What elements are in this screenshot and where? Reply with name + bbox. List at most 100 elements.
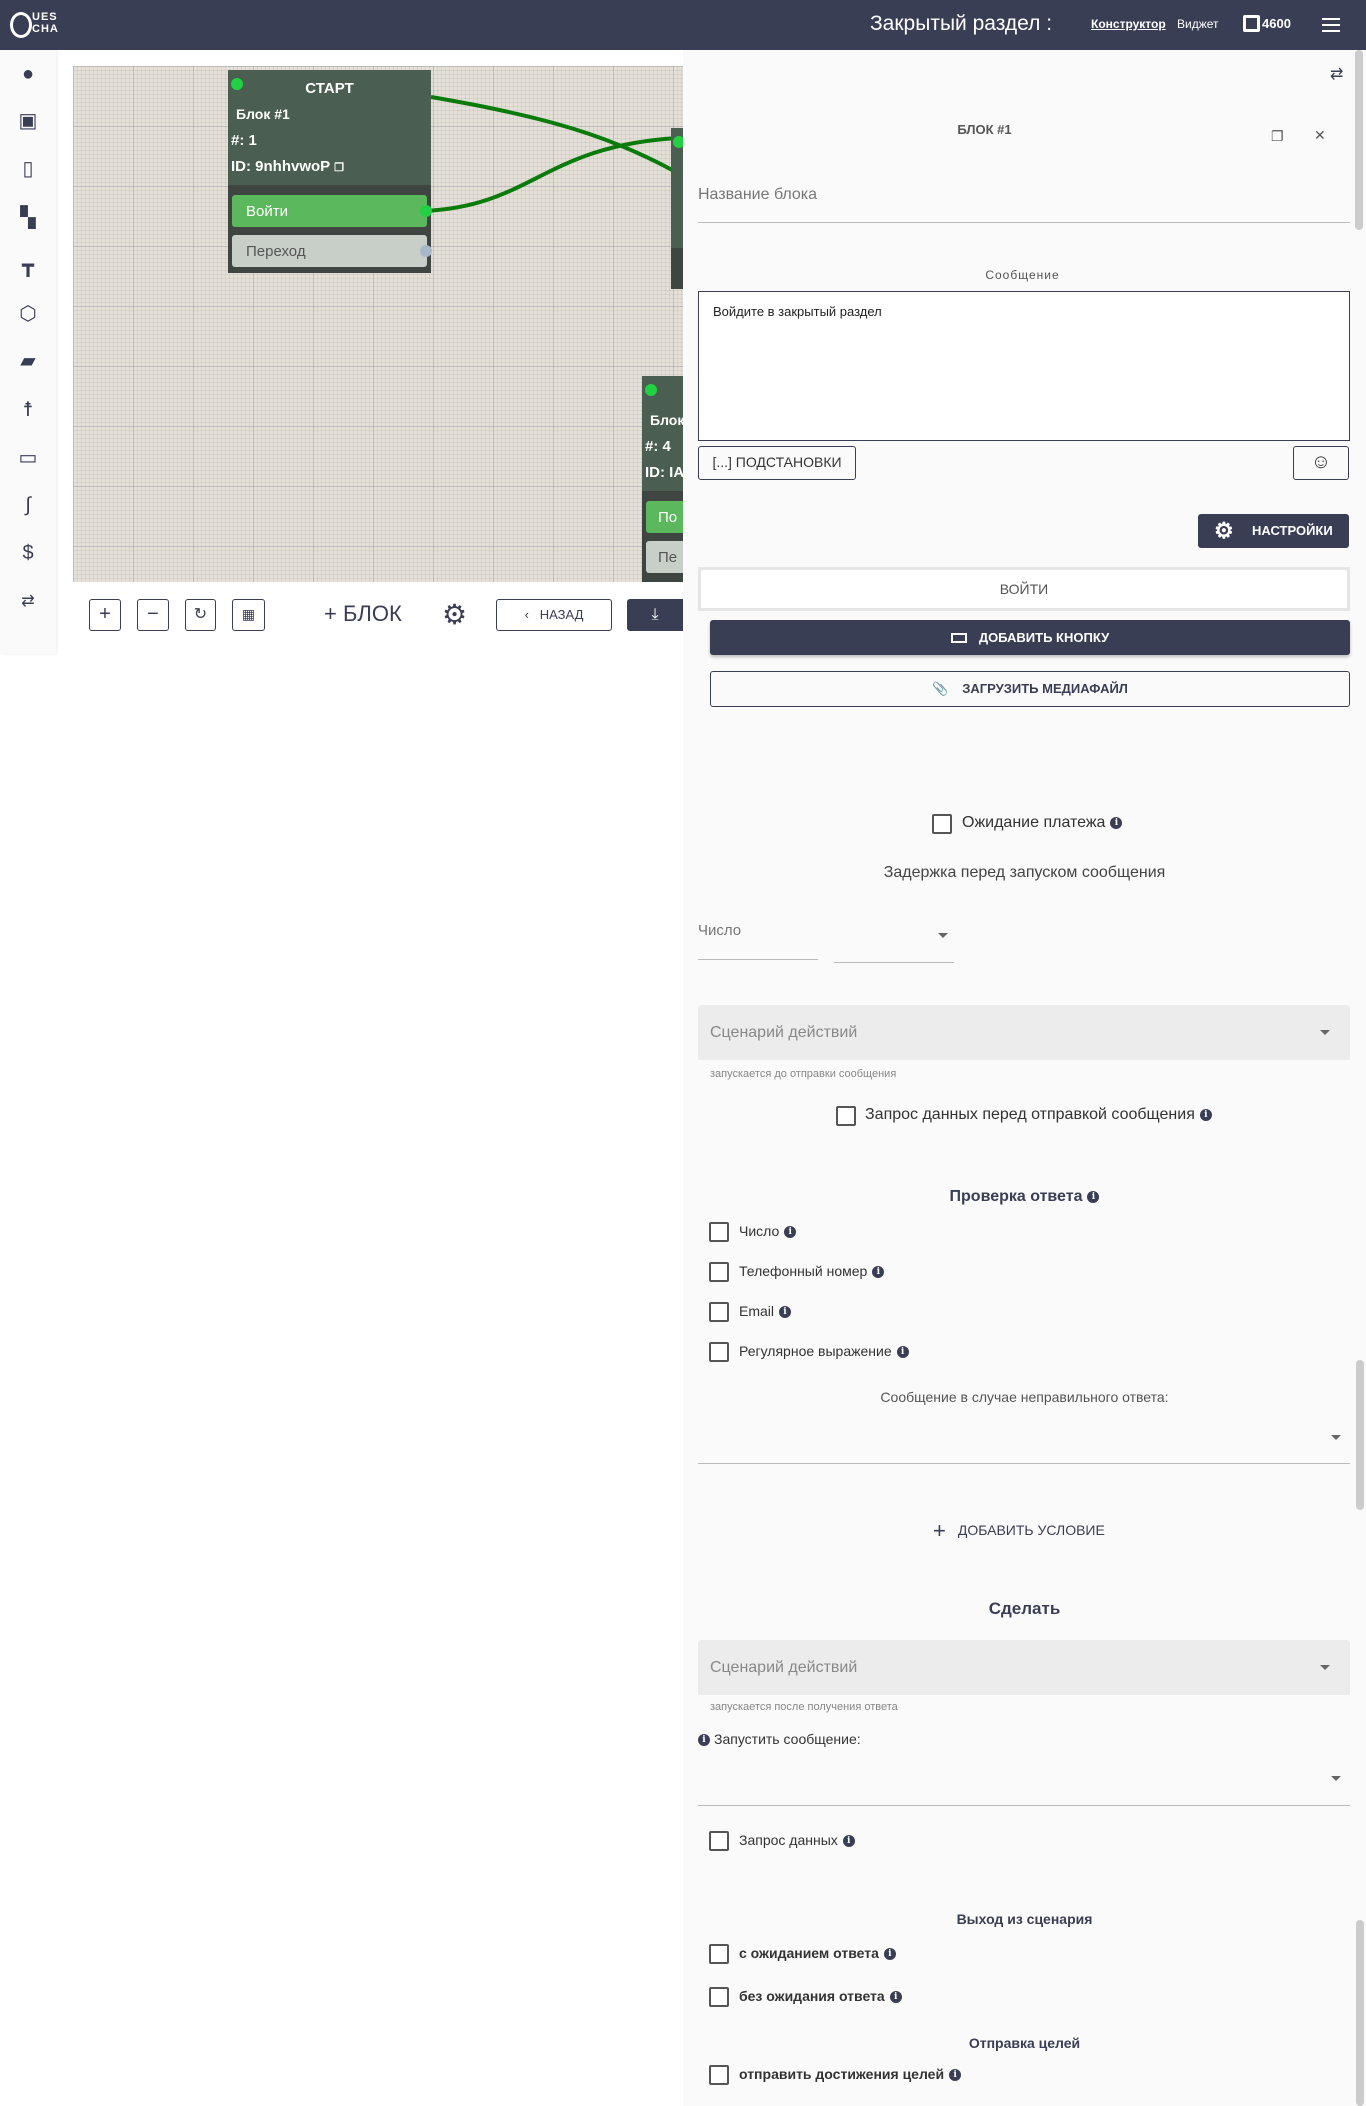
run-message-dropdown[interactable] xyxy=(1331,1776,1341,1781)
info-icon[interactable]: i xyxy=(883,1948,896,1961)
node-button[interactable]: По xyxy=(646,501,683,533)
emoji-icon[interactable]: ☺ xyxy=(1293,446,1349,480)
dollar-icon[interactable]: $ xyxy=(22,542,34,564)
add-block-button[interactable]: + БЛОК xyxy=(324,601,402,627)
info-icon[interactable]: i xyxy=(1199,1108,1212,1121)
palette-icon[interactable]: ● xyxy=(21,63,35,85)
output-port[interactable] xyxy=(420,205,432,217)
add-condition-button[interactable]: + ДОБАВИТЬ УСЛОВИЕ xyxy=(933,1518,1105,1544)
scrollbar[interactable] xyxy=(1355,50,1363,230)
node-button[interactable]: Пе xyxy=(646,541,683,573)
exit-with-checkbox[interactable] xyxy=(709,1944,729,1964)
check-email-checkbox[interactable] xyxy=(709,1302,729,1322)
dropdown-arrow-icon[interactable] xyxy=(938,933,948,938)
exit-without-text: без ожидания ответа xyxy=(739,1988,885,2004)
info-icon[interactable]: i xyxy=(889,1991,902,2004)
info-icon[interactable]: i xyxy=(872,1266,885,1279)
cube-icon[interactable]: ⬡ xyxy=(19,303,37,325)
refresh-icon[interactable]: ↻ xyxy=(185,599,216,631)
run-message-underline xyxy=(698,1805,1350,1806)
add-button-button[interactable]: ДОБАВИТЬ КНОПКУ xyxy=(710,620,1350,655)
request-before-checkbox[interactable] xyxy=(836,1106,856,1126)
output-port[interactable] xyxy=(420,245,432,257)
sitemap-icon[interactable]: ▚ xyxy=(20,207,36,229)
substitutions-button[interactable]: [...] ПОДСТАНОВКИ xyxy=(698,446,856,480)
wrong-answer-label: Сообщение в случае неправильного ответа: xyxy=(880,1389,1169,1405)
block-node-start[interactable]: СТАРТ Блок #1 #: 1 ID: 9nhhvwoP ❐ Войти … xyxy=(228,70,432,273)
info-icon[interactable]: i xyxy=(784,1226,797,1239)
nav-constructor[interactable]: Конструктор xyxy=(1091,17,1166,31)
card-icon[interactable]: ▭ xyxy=(18,447,38,469)
copy-icon[interactable]: ❐ xyxy=(1271,128,1284,144)
mobile-icon[interactable]: ▯ xyxy=(22,158,34,180)
scenario-before-select[interactable]: Сценарий действий xyxy=(698,1005,1350,1060)
wrong-answer-underline xyxy=(698,1463,1350,1464)
swap-icon[interactable]: ⇄ xyxy=(21,593,35,610)
wrong-answer-dropdown[interactable] xyxy=(1331,1435,1341,1440)
input-port[interactable] xyxy=(645,384,657,396)
check-number-checkbox[interactable] xyxy=(709,1222,729,1242)
info-icon[interactable]: i xyxy=(1110,816,1123,829)
hamburger-icon[interactable] xyxy=(1322,18,1340,32)
check-phone-checkbox[interactable] xyxy=(709,1262,729,1282)
copy-icon[interactable]: ❐ xyxy=(334,162,344,174)
chat-icon[interactable]: ▰ xyxy=(20,350,36,372)
input-port[interactable] xyxy=(231,78,243,90)
paperclip-icon: 📎 xyxy=(932,681,949,696)
check-text: Регулярное выражение xyxy=(739,1343,892,1359)
delay-number-input[interactable]: Число xyxy=(698,922,742,939)
zoom-in-button[interactable]: + xyxy=(89,599,121,631)
exit-without-checkbox[interactable] xyxy=(709,1987,729,2007)
upload-media-button[interactable]: 📎 ЗАГРУЗИТЬ МЕДИАФАЙЛ xyxy=(710,671,1350,707)
info-icon[interactable]: i xyxy=(1087,1190,1100,1203)
user-icon[interactable]: ☨ xyxy=(22,399,34,421)
check-text: Число xyxy=(739,1223,780,1239)
download-icon[interactable]: ⤓ xyxy=(627,599,683,631)
back-button[interactable]: ‹ НАЗАД xyxy=(496,599,612,631)
scenario-after-select[interactable]: Сценарий действий xyxy=(698,1640,1350,1695)
node-button-voiti[interactable]: Войти xyxy=(232,195,427,227)
nav-widget[interactable]: Виджет xyxy=(1177,17,1219,31)
logo[interactable]: UES CHA xyxy=(10,8,58,44)
hammer-icon[interactable]: ┳ xyxy=(21,255,35,277)
exit-without-label: без ожидания ответа i xyxy=(739,1988,902,2004)
info-icon[interactable]: i xyxy=(698,1734,710,1747)
number-underline xyxy=(698,959,818,960)
grid-icon[interactable]: ▦ xyxy=(232,599,265,631)
route-icon[interactable]: ∫ xyxy=(25,494,31,516)
close-icon[interactable]: ✕ xyxy=(1314,127,1326,143)
flow-canvas[interactable]: СТАРТ Блок #1 #: 1 ID: 9nhhvwoP ❐ Войти … xyxy=(73,66,683,582)
info-icon[interactable]: i xyxy=(842,1835,855,1848)
message-label: Сообщение xyxy=(985,268,1060,282)
swap-icon[interactable]: ⇄ xyxy=(1330,66,1344,83)
exit-with-label: с ожиданием ответа i xyxy=(739,1945,896,1961)
request-data-checkbox[interactable] xyxy=(709,1831,729,1851)
settings-button[interactable]: ⚙ НАСТРОЙКИ xyxy=(1198,514,1349,548)
gear-icon[interactable]: ⚙ xyxy=(442,599,468,630)
info-icon[interactable]: i xyxy=(949,2069,962,2082)
robot-icon[interactable]: ▣ xyxy=(18,110,38,132)
check-regex-label: Регулярное выражение i xyxy=(739,1343,909,1359)
run-message-text: Запустить сообщение: xyxy=(714,1731,861,1747)
request-before-label: Запрос данных перед отправкой сообщения i xyxy=(865,1106,1212,1124)
upload-media-label: ЗАГРУЗИТЬ МЕДИАФАЙЛ xyxy=(962,681,1128,696)
node-button-perehod[interactable]: Переход xyxy=(232,235,427,267)
zoom-out-button[interactable]: − xyxy=(137,599,169,631)
block-node[interactable] xyxy=(671,128,683,289)
message-textarea[interactable]: Войдите в закрытый раздел xyxy=(698,291,1350,441)
info-icon[interactable]: i xyxy=(896,1346,909,1359)
info-icon[interactable]: i xyxy=(779,1306,792,1319)
scrollbar[interactable] xyxy=(1356,1360,1364,1510)
exit-title: Выход из сценария xyxy=(956,1911,1093,1927)
scrollbar[interactable] xyxy=(1356,1920,1364,2106)
check-regex-checkbox[interactable] xyxy=(709,1342,729,1362)
check-number-label: Число i xyxy=(739,1223,797,1239)
goals-send-checkbox[interactable] xyxy=(709,2065,729,2085)
button-voiti[interactable]: ВОЙТИ xyxy=(698,567,1350,611)
scenario-placeholder: Сценарий действий xyxy=(710,1659,858,1676)
block-node-4[interactable]: Блок #: 4 ID: IA По Пе xyxy=(642,376,683,582)
node-id: ID: IA xyxy=(645,464,683,481)
payment-wait-checkbox[interactable] xyxy=(932,814,952,834)
input-port[interactable] xyxy=(673,136,683,148)
block-name-input[interactable]: Название блока xyxy=(698,186,818,203)
